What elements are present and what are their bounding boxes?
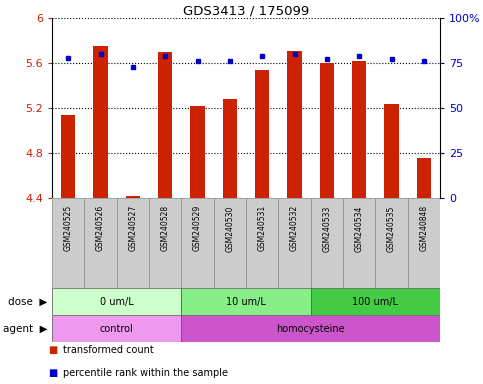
Text: control: control	[100, 323, 133, 333]
Bar	[52, 315, 181, 342]
Text: GSM240526: GSM240526	[96, 205, 105, 252]
Bar	[149, 198, 181, 288]
Bar	[246, 198, 278, 288]
Text: ■: ■	[48, 345, 57, 355]
Bar	[85, 198, 117, 288]
Text: GSM240534: GSM240534	[355, 205, 364, 252]
Bar	[117, 198, 149, 288]
Text: GSM240532: GSM240532	[290, 205, 299, 252]
Text: GSM240530: GSM240530	[226, 205, 234, 252]
Bar	[158, 52, 172, 198]
Text: ■: ■	[48, 368, 57, 378]
Bar	[287, 51, 302, 198]
Bar	[61, 115, 75, 198]
Text: GSM240529: GSM240529	[193, 205, 202, 252]
Text: GSM240527: GSM240527	[128, 205, 137, 252]
Bar	[352, 61, 367, 198]
Text: GDS3413 / 175099: GDS3413 / 175099	[183, 4, 309, 17]
Bar	[408, 198, 440, 288]
Bar	[375, 198, 408, 288]
Bar	[213, 198, 246, 288]
Text: GSM240535: GSM240535	[387, 205, 396, 252]
Text: GSM240531: GSM240531	[257, 205, 267, 252]
Text: 10 um/L: 10 um/L	[226, 296, 266, 306]
Bar	[126, 196, 140, 198]
Bar	[52, 198, 85, 288]
Bar	[52, 288, 181, 315]
Bar	[223, 99, 237, 198]
Text: transformed count: transformed count	[63, 345, 154, 355]
Text: GSM240525: GSM240525	[64, 205, 72, 252]
Bar	[311, 288, 440, 315]
Bar	[320, 63, 334, 198]
Bar	[181, 288, 311, 315]
Text: 0 um/L: 0 um/L	[100, 296, 133, 306]
Text: GSM240533: GSM240533	[322, 205, 331, 252]
Bar	[278, 198, 311, 288]
Bar	[93, 46, 108, 198]
Bar	[190, 106, 205, 198]
Text: percentile rank within the sample: percentile rank within the sample	[63, 368, 228, 378]
Bar	[343, 198, 375, 288]
Text: homocysteine: homocysteine	[276, 323, 345, 333]
Bar	[181, 315, 440, 342]
Text: agent  ▶: agent ▶	[2, 323, 47, 333]
Bar	[384, 104, 399, 198]
Bar	[416, 157, 431, 198]
Text: 100 um/L: 100 um/L	[352, 296, 398, 306]
Text: GSM240528: GSM240528	[161, 205, 170, 251]
Text: GSM240848: GSM240848	[419, 205, 428, 251]
Text: dose  ▶: dose ▶	[8, 296, 47, 306]
Bar	[181, 198, 213, 288]
Bar	[255, 70, 270, 198]
Bar	[311, 198, 343, 288]
